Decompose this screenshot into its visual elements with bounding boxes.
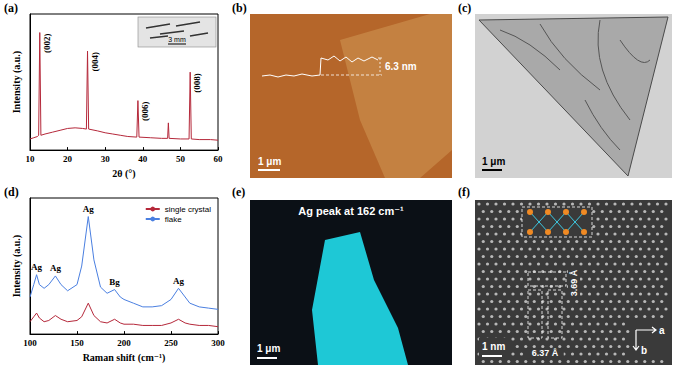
svg-text:(008): (008) <box>192 73 202 93</box>
svg-text:20: 20 <box>63 154 73 164</box>
svg-text:(d): (d) <box>4 185 19 199</box>
svg-text:250: 250 <box>164 338 178 348</box>
svg-text:(006): (006) <box>140 102 150 122</box>
svg-text:6.37 Å: 6.37 Å <box>532 348 559 358</box>
svg-text:10: 10 <box>26 154 36 164</box>
svg-text:300: 300 <box>211 338 225 348</box>
svg-text:40: 40 <box>138 154 148 164</box>
svg-text:(004): (004) <box>90 52 100 71</box>
svg-text:single crystal: single crystal <box>165 205 211 214</box>
svg-text:1 nm: 1 nm <box>482 341 505 352</box>
svg-text:2θ (°): 2θ (°) <box>112 168 135 180</box>
svg-text:Bg: Bg <box>109 277 120 287</box>
svg-text:(b): (b) <box>232 1 247 15</box>
svg-text:Raman shift (cm⁻¹): Raman shift (cm⁻¹) <box>83 352 166 364</box>
svg-text:Ag: Ag <box>31 262 42 272</box>
svg-text:Ag: Ag <box>173 276 184 286</box>
svg-text:200: 200 <box>117 338 131 348</box>
svg-text:(e): (e) <box>232 185 245 199</box>
svg-text:Ag: Ag <box>83 204 94 214</box>
svg-text:3 mm: 3 mm <box>168 36 186 43</box>
svg-text:150: 150 <box>70 338 84 348</box>
svg-text:1 μm: 1 μm <box>257 343 280 354</box>
svg-text:50: 50 <box>176 154 186 164</box>
svg-text:(f): (f) <box>458 185 470 199</box>
svg-text:Intensity (a.u.): Intensity (a.u.) <box>11 235 23 298</box>
svg-text:(002): (002) <box>42 34 52 54</box>
svg-text:flake: flake <box>165 215 182 224</box>
svg-text:a: a <box>659 325 665 336</box>
svg-text:3.69 Å: 3.69 Å <box>569 269 579 296</box>
svg-text:(a): (a) <box>4 1 18 15</box>
svg-text:b: b <box>641 345 647 356</box>
svg-text:30: 30 <box>101 154 111 164</box>
svg-text:Intensity (a.u.): Intensity (a.u.) <box>11 51 23 114</box>
svg-text:Ag peak at 162 cm⁻¹: Ag peak at 162 cm⁻¹ <box>298 205 404 217</box>
svg-text:6.3 nm: 6.3 nm <box>385 61 417 72</box>
svg-text:100: 100 <box>23 338 37 348</box>
svg-text:60: 60 <box>214 154 224 164</box>
svg-text:(c): (c) <box>458 1 471 15</box>
svg-text:1 μm: 1 μm <box>482 156 505 167</box>
svg-text:1 μm: 1 μm <box>258 156 281 167</box>
svg-text:Ag: Ag <box>50 263 61 273</box>
